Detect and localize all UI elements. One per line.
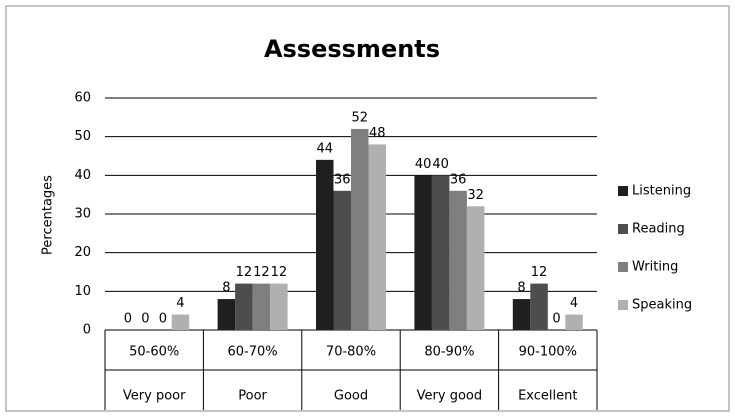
- x-group-label: Good: [334, 389, 368, 404]
- data-label: 36: [450, 172, 467, 187]
- data-label: 12: [271, 265, 288, 280]
- data-label: 44: [316, 141, 333, 156]
- y-tick-label: 50: [74, 129, 91, 144]
- x-tick-label: 80-90%: [424, 345, 474, 360]
- bar: [530, 283, 548, 330]
- data-label: 8: [222, 281, 230, 296]
- chart-title: Assessments: [264, 35, 440, 63]
- y-tick-label: 0: [83, 323, 91, 338]
- x-tick-label: 70-80%: [326, 345, 376, 360]
- x-group-label: Excellent: [518, 389, 577, 404]
- legend-label: Listening: [632, 184, 691, 199]
- legend-swatch: [618, 224, 628, 234]
- y-tick-label: 40: [74, 168, 91, 183]
- x-tick-label: 90-100%: [519, 345, 577, 360]
- bar: [235, 283, 253, 330]
- data-label: 32: [467, 188, 484, 203]
- x-group-label: Very good: [417, 389, 482, 404]
- bar: [333, 190, 351, 330]
- data-label: 40: [432, 157, 449, 172]
- bar: [217, 299, 236, 330]
- data-label: 48: [369, 126, 386, 141]
- legend-label: Speaking: [632, 298, 692, 313]
- bar: [449, 190, 467, 330]
- bar: [252, 283, 271, 330]
- legend-label: Writing: [632, 260, 678, 275]
- data-label: 0: [124, 312, 132, 327]
- bar: [512, 299, 531, 330]
- legend-swatch: [618, 186, 628, 196]
- data-label: 12: [531, 265, 548, 280]
- y-tick-label: 20: [74, 245, 91, 260]
- bar: [351, 128, 369, 330]
- bar: [466, 206, 485, 330]
- data-label: 40: [415, 157, 432, 172]
- x-tick-label: 60-70%: [228, 345, 278, 360]
- x-group-label: Poor: [238, 389, 267, 404]
- legend-swatch: [618, 262, 628, 272]
- data-label: 12: [253, 265, 270, 280]
- bar: [565, 314, 583, 330]
- legend-swatch: [618, 300, 628, 310]
- bar: [171, 314, 190, 330]
- data-label: 0: [159, 312, 167, 327]
- data-label: 8: [517, 281, 525, 296]
- data-label: 0: [552, 312, 560, 327]
- bar: [414, 175, 432, 330]
- y-axis-label: Percentages: [41, 175, 56, 255]
- bar: [316, 159, 334, 330]
- data-label: 4: [176, 296, 184, 311]
- data-label: 4: [570, 296, 578, 311]
- data-label: 36: [334, 172, 351, 187]
- x-tick-label: 50-60%: [129, 345, 179, 360]
- y-tick-label: 10: [74, 284, 91, 299]
- legend-label: Reading: [632, 222, 685, 237]
- bar: [431, 175, 450, 330]
- data-label: 0: [141, 312, 149, 327]
- data-label: 52: [351, 110, 368, 125]
- x-group-label: Very poor: [123, 389, 186, 404]
- bar: [368, 144, 386, 330]
- data-label: 12: [236, 265, 253, 280]
- y-tick-label: 30: [74, 207, 91, 222]
- bar: [270, 283, 288, 330]
- y-tick-label: 60: [74, 91, 91, 106]
